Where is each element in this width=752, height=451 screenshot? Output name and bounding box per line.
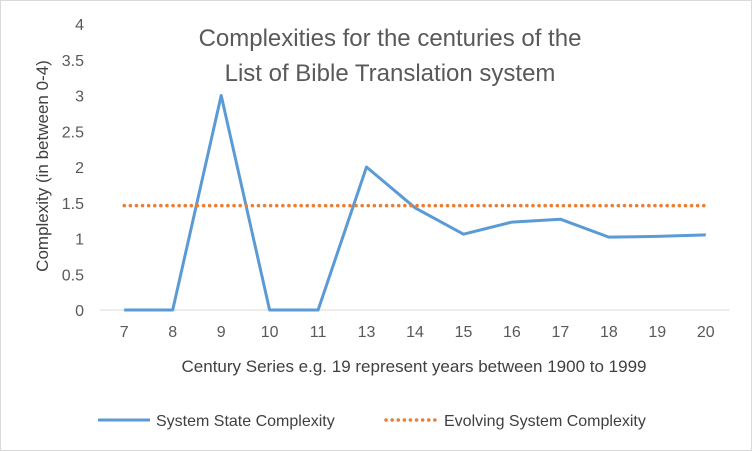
- chart-title-line-2: List of Bible Translation system: [225, 60, 556, 87]
- x-tick-label: 8: [168, 324, 177, 341]
- y-tick-label: 0: [75, 303, 84, 320]
- x-tick-label: 11: [310, 324, 327, 341]
- x-tick-label: 13: [358, 324, 376, 341]
- x-tick-label: 18: [600, 324, 618, 341]
- y-tick-label: 2: [75, 160, 84, 177]
- series-line-system-state: [124, 94, 706, 312]
- y-tick-label: 3.5: [62, 53, 84, 70]
- x-tick-label: 17: [551, 324, 569, 341]
- x-tick-label: 14: [406, 324, 424, 341]
- y-tick-label: 4: [75, 17, 84, 34]
- chart-title-line-1: Complexities for the centuries of the: [199, 25, 582, 52]
- x-tick-label: 7: [120, 324, 129, 341]
- x-tick-label: 15: [455, 324, 473, 341]
- y-tick-label: 2.5: [62, 124, 84, 141]
- x-tick-label: 19: [648, 324, 666, 341]
- x-tick-label: 9: [217, 324, 226, 341]
- x-axis-label: Century Series e.g. 19 represent years b…: [182, 357, 647, 376]
- legend-label-system-state: System State Complexity: [156, 413, 335, 430]
- y-tick-label: 3: [75, 89, 84, 106]
- y-tick-label: 1: [75, 232, 84, 249]
- legend-label-evolving: Evolving System Complexity: [444, 413, 646, 430]
- x-tick-label: 20: [697, 324, 715, 341]
- x-tick-label: 16: [503, 324, 521, 341]
- y-tick-label: 1.5: [62, 196, 84, 213]
- y-axis-label: Complexity (in between 0-4): [33, 60, 52, 272]
- y-tick-label: 0.5: [62, 267, 84, 284]
- legend: System State Complexity Evolving System …: [98, 413, 646, 430]
- x-tick-label: 10: [261, 324, 279, 341]
